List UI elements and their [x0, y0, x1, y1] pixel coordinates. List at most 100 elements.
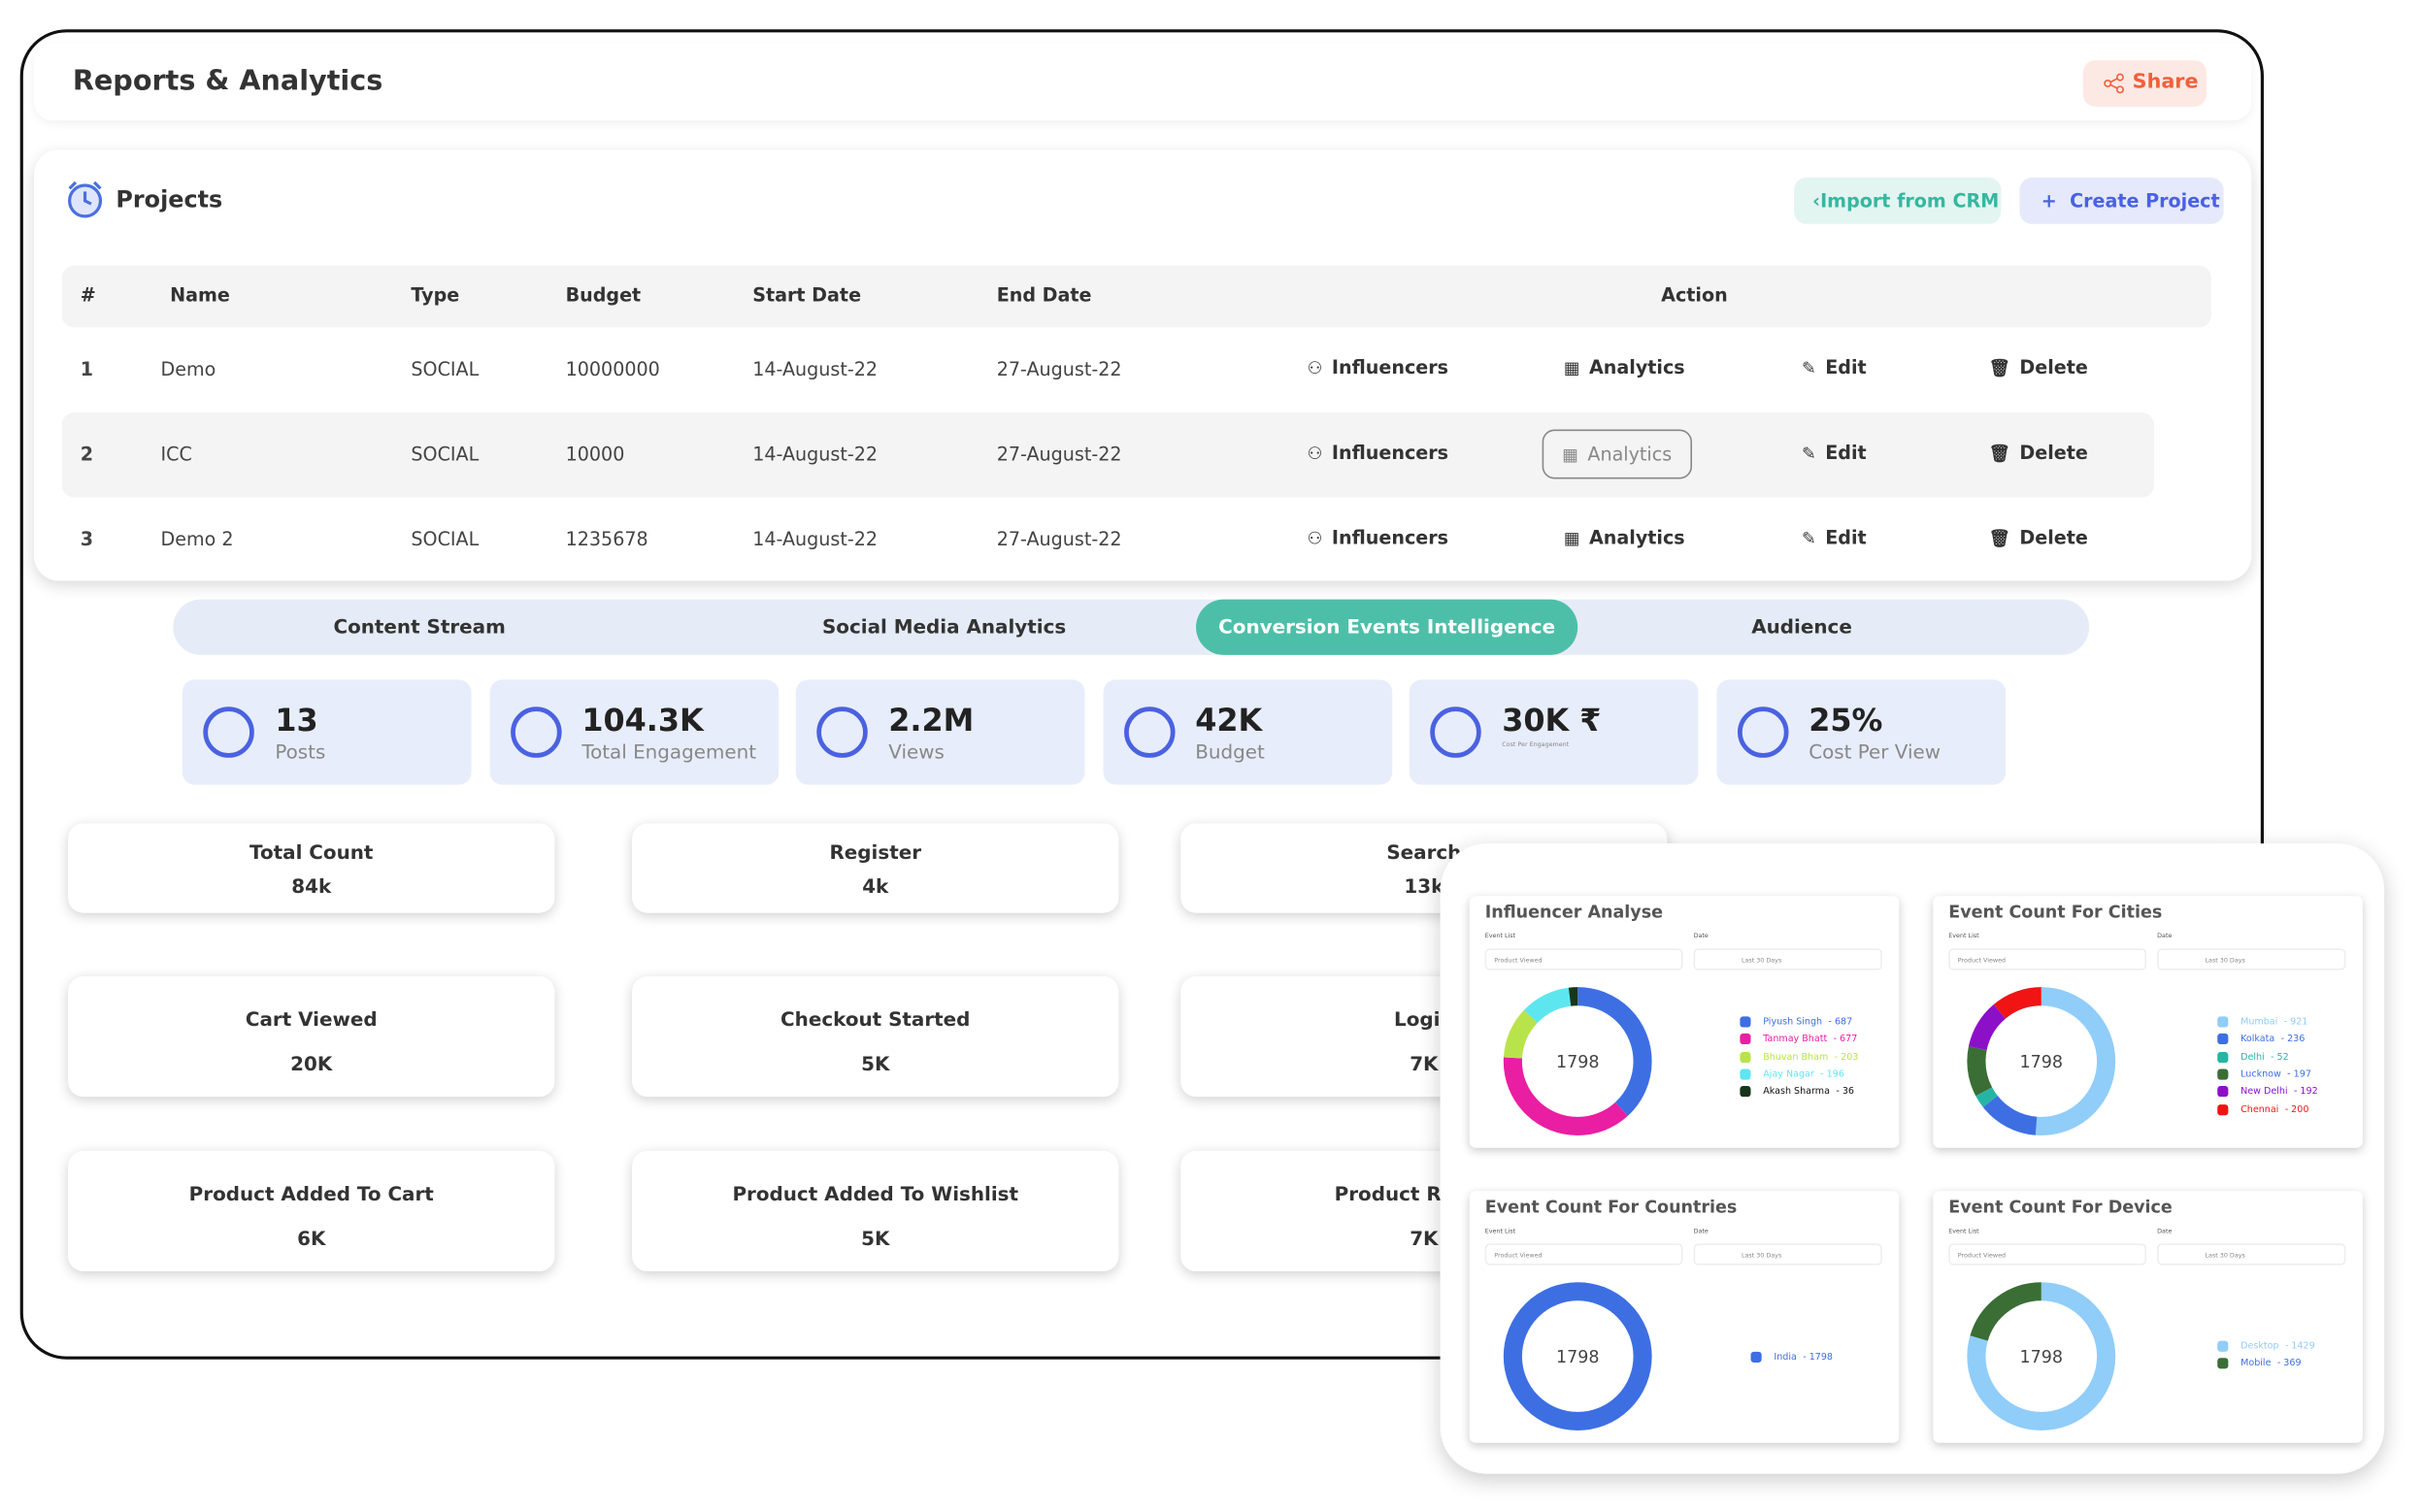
action-button[interactable]: ▦ Analytics	[1564, 357, 1685, 378]
action-button[interactable]: 🗑 Delete	[1989, 527, 2088, 548]
action-button[interactable]: ✎ Edit	[1802, 357, 1867, 378]
legend-value: - 200	[2284, 1103, 2309, 1115]
action-label: Delete	[2019, 526, 2088, 549]
legend-value: - 203	[1834, 1051, 1859, 1063]
event-label: Login	[1394, 1006, 1454, 1031]
event-card: Cart Viewed 20K	[68, 976, 555, 1098]
share-button[interactable]: Share	[2082, 60, 2207, 107]
stat-label: Cost Per View	[1809, 740, 1942, 764]
table-cell: 14-August-22	[752, 443, 879, 466]
stat-icon	[1123, 707, 1175, 758]
action-button[interactable]: ▦ Analytics	[1542, 429, 1692, 479]
legend-swatch	[2217, 1103, 2229, 1115]
select-box[interactable]: Product Viewed	[1484, 1243, 1683, 1265]
tab[interactable]: Conversion Events Intelligence	[1196, 599, 1578, 655]
column-header: Name	[170, 283, 230, 307]
action-label: Analytics	[1589, 526, 1685, 549]
table-cell: SOCIAL	[411, 358, 480, 380]
stat-label: Cost Per Engagement	[1502, 740, 1570, 748]
select-text: Product Viewed	[1957, 1251, 2007, 1260]
select-box[interactable]: Last 30 Days	[2157, 948, 2346, 970]
action-button[interactable]: ⚇ Influencers	[1308, 442, 1448, 463]
table-cell: 2	[80, 443, 94, 466]
chart-title: Event Count For Cities	[1948, 902, 2163, 923]
select-box[interactable]: Last 30 Days	[2157, 1243, 2346, 1265]
action-button[interactable]: 🗑 Delete	[1989, 357, 2088, 378]
column-header: End Date	[996, 283, 1092, 307]
legend-name: Mumbai	[2240, 1016, 2278, 1028]
icon-shape	[1123, 707, 1175, 758]
tab[interactable]: Social Media Analytics	[821, 614, 1067, 639]
event-value: 7K	[1410, 1226, 1439, 1250]
action-button[interactable]: ✎ Edit	[1802, 527, 1867, 548]
legend-swatch	[1740, 1034, 1751, 1045]
action-button[interactable]: ✎ Edit	[1802, 442, 1867, 463]
action-label: Edit	[1825, 442, 1867, 464]
legend-value: - 192	[2293, 1086, 2318, 1098]
stat-card	[795, 679, 1085, 785]
legend-value: - 921	[2283, 1016, 2308, 1028]
legend-value: - 52	[2271, 1051, 2289, 1063]
row-highlight	[61, 412, 2154, 498]
donut-chart: 1798	[1503, 1282, 1652, 1431]
table-cell: 10000000	[565, 358, 660, 380]
action-icon: 🗑	[1988, 358, 2010, 378]
legend-entry: Lucknow - 197	[2217, 1068, 2311, 1080]
donut-segment	[1503, 987, 1652, 1135]
legend-name: Delhi	[2240, 1051, 2265, 1063]
event-card: Product Added To Wishlist 5K	[632, 1150, 1119, 1272]
donut-segment	[1503, 1282, 1652, 1431]
event-value: 20K	[290, 1052, 333, 1075]
field-label: Date	[1693, 1226, 1709, 1234]
table-cell: Demo	[160, 358, 216, 380]
donut-segment	[1967, 1282, 2116, 1431]
icon-shape	[510, 707, 561, 758]
action-button[interactable]: ⚇ Influencers	[1308, 527, 1448, 548]
table-cell: 1	[80, 358, 94, 380]
action-icon: ▦	[1563, 528, 1580, 549]
action-button[interactable]: ⚇ Influencers	[1308, 357, 1448, 378]
table-cell: 1235678	[565, 528, 648, 550]
legend-swatch	[1740, 1068, 1751, 1080]
legend-entry: Delhi - 52	[2217, 1051, 2289, 1063]
tab[interactable]: Content Stream	[333, 614, 506, 639]
legend-value: - 687	[1828, 1016, 1853, 1028]
select-box[interactable]: Product Viewed	[1484, 948, 1683, 970]
donut-center: 1798	[2019, 1348, 2063, 1367]
chart-card: Event Count For Device Event List Date Prod…	[1933, 1191, 2363, 1443]
legend-value: - 36	[1836, 1086, 1854, 1098]
select-box[interactable]: Product Viewed	[1948, 948, 2147, 970]
legend-entry: Mobile - 369	[2217, 1358, 2302, 1369]
action-label: Delete	[2019, 356, 2088, 378]
stat-icon	[1430, 707, 1481, 758]
column-header: Type	[411, 283, 460, 307]
event-card: Total Count 84k	[68, 823, 555, 913]
legend-entry: Akash Sharma - 36	[1740, 1086, 1854, 1098]
select-box[interactable]: Last 30 Days	[1693, 948, 1882, 970]
create-button[interactable]: + Create Project	[2019, 178, 2224, 224]
action-label: Edit	[1825, 356, 1867, 378]
import-button[interactable]: ‹Import from CRM	[1794, 178, 2002, 224]
event-value: 5K	[861, 1052, 890, 1075]
legend-name: New Delhi	[2240, 1086, 2288, 1098]
stat-card	[1409, 679, 1699, 785]
event-label: Product Added To Cart	[188, 1181, 434, 1205]
action-button[interactable]: 🗑 Delete	[1989, 442, 2088, 463]
legend-name: Ajay Nagar	[1763, 1068, 1814, 1080]
tab[interactable]: Audience	[1751, 614, 1852, 639]
event-value: 7K	[1410, 1052, 1439, 1075]
select-box[interactable]: Product Viewed	[1948, 1243, 2147, 1265]
chart-card: Event Count For Countries Event List Date P…	[1469, 1191, 1900, 1443]
create-label: Create Project	[2070, 189, 2220, 213]
table-cell: 3	[80, 528, 94, 550]
legend-entry: Mumbai - 921	[2217, 1016, 2308, 1028]
action-icon: ✎	[1802, 358, 1816, 378]
legend-entry: Piyush Singh - 687	[1740, 1016, 1853, 1028]
stat-icon	[1737, 707, 1788, 758]
event-card: Product Added To Cart 6K	[68, 1150, 555, 1272]
select-box[interactable]: Last 30 Days	[1693, 1243, 1882, 1265]
action-button[interactable]: ▦ Analytics	[1564, 527, 1685, 548]
legend-swatch	[2217, 1034, 2229, 1045]
event-value: 13k	[1404, 873, 1444, 898]
donut-center: 1798	[2019, 1053, 2063, 1072]
